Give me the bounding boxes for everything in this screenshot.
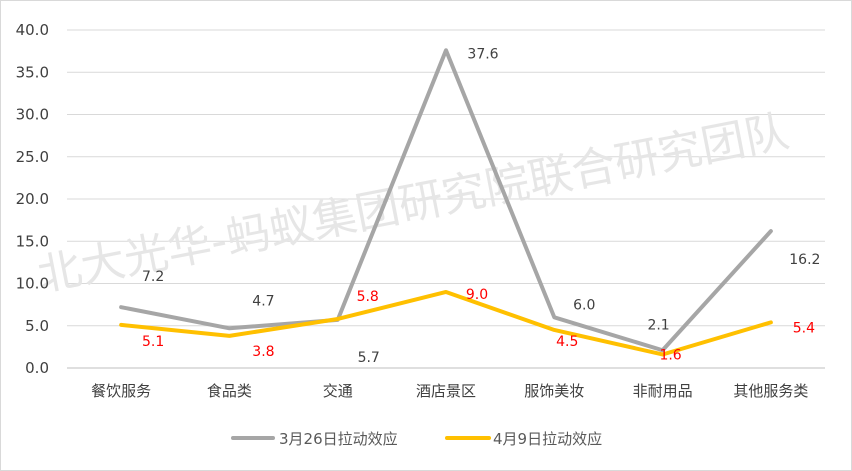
data-label: 37.6 [467,46,498,62]
x-tick-label: 服饰美妆 [524,382,584,400]
legend-label: 3月26日拉动效应 [279,430,398,448]
x-tick-label: 食品类 [207,382,252,400]
data-label: 16.2 [789,252,820,268]
x-tick-label: 餐饮服务 [91,382,151,400]
y-tick-label: 15.0 [16,232,49,250]
data-label: 2.1 [647,317,669,333]
y-tick-label: 10.0 [16,275,49,293]
data-label: 5.7 [358,350,380,366]
data-label: 5.4 [793,320,815,336]
x-tick-label: 非耐用品 [633,382,693,400]
y-tick-label: 35.0 [16,63,49,81]
data-label: 4.7 [252,293,274,309]
x-tick-label: 交通 [323,382,353,400]
data-label: 5.8 [357,289,379,305]
data-label: 5.1 [142,334,164,350]
data-label: 6.0 [573,297,595,313]
legend-label: 4月9日拉动效应 [493,430,602,448]
data-label: 7.2 [142,269,164,285]
data-label: 4.5 [556,334,578,350]
y-tick-label: 25.0 [16,148,49,166]
y-tick-label: 5.0 [25,317,49,335]
data-label: 9.0 [466,287,488,303]
y-tick-label: 0.0 [25,359,49,377]
y-tick-label: 30.0 [16,106,49,124]
x-tick-label: 酒店景区 [416,382,476,400]
y-tick-label: 20.0 [16,190,49,208]
x-tick-label: 其他服务类 [733,382,808,400]
data-label: 1.6 [659,347,681,363]
series-line-2 [119,289,773,357]
y-tick-label: 40.0 [16,21,49,39]
data-label: 3.8 [252,344,274,360]
